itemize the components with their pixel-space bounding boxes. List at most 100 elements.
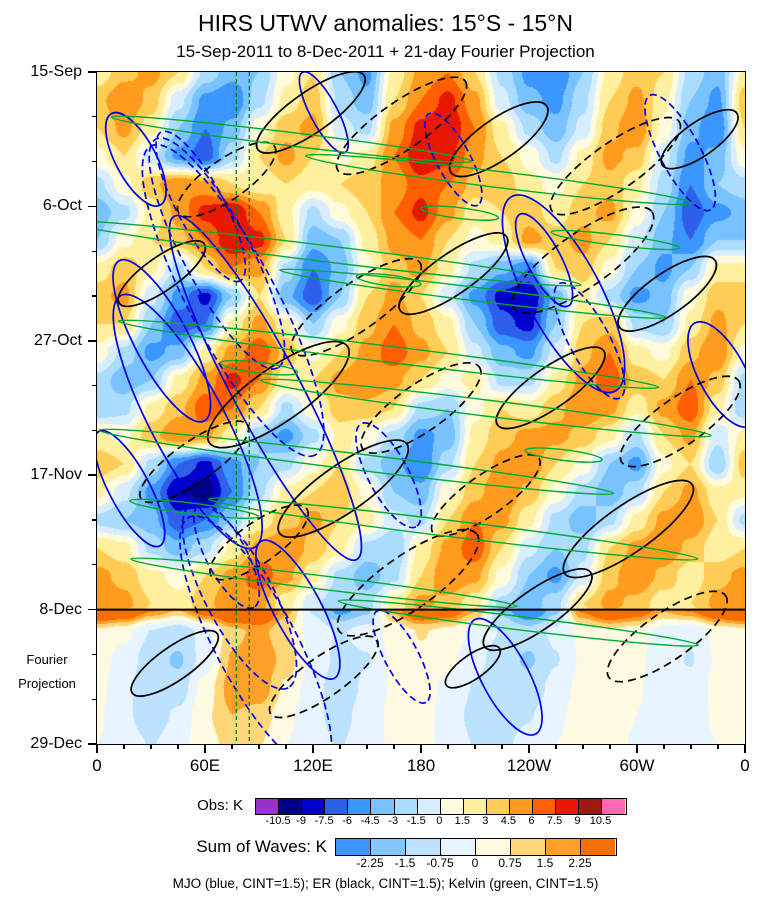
colorbar-tick-label: 1.5 xyxy=(536,856,554,870)
colorbar-cell xyxy=(581,839,615,855)
colorbar-cell xyxy=(417,799,441,814)
mjo-contour xyxy=(179,515,333,744)
colorbar-cell xyxy=(463,799,487,814)
x-axis-tick xyxy=(312,744,314,753)
colorbar-tick-label: 7.5 xyxy=(546,815,563,827)
colorbar-tick-label: 0 xyxy=(436,815,443,827)
y-axis-minor-tick xyxy=(92,250,97,252)
colorbar-cell xyxy=(394,799,418,814)
mjo-contour xyxy=(255,539,341,680)
er-contour xyxy=(398,232,509,316)
x-axis-minor-tick xyxy=(609,744,611,749)
er-contour xyxy=(562,479,695,579)
mjo-contour xyxy=(168,214,363,562)
kelvin-contour xyxy=(130,557,518,609)
x-axis-minor-tick xyxy=(231,744,233,749)
colorbar-tick-label: 10.5 xyxy=(589,815,612,827)
x-axis-tick xyxy=(744,744,746,753)
colorbar-cell xyxy=(486,799,511,814)
y-axis-minor-tick xyxy=(92,116,97,118)
er-contour xyxy=(290,257,423,357)
mjo-contour xyxy=(104,111,167,207)
x-axis-minor-tick xyxy=(501,744,503,749)
x-axis-minor-tick xyxy=(393,744,395,749)
colorbar-tick-label: -4.5 xyxy=(360,815,380,827)
mjo-contour xyxy=(112,293,264,550)
y-axis-tick-label: 6-Oct xyxy=(42,197,82,215)
x-axis-minor-tick xyxy=(690,744,692,749)
colorbar-cell xyxy=(371,799,395,814)
colorbar-tick-label: 1.5 xyxy=(454,815,470,827)
colorbar-cell xyxy=(406,839,441,855)
x-axis-minor-tick xyxy=(663,744,665,749)
kelvin-contour xyxy=(420,205,500,221)
y-axis-tick xyxy=(88,608,97,611)
fourier-projection-label: Fourier xyxy=(26,652,68,667)
colorbar-cell xyxy=(279,799,303,814)
colorbar-tick-label: -2.25 xyxy=(356,856,384,870)
er-contour xyxy=(617,255,718,332)
x-axis-tick-label: 120W xyxy=(506,756,552,775)
x-axis-tick-label: 0 xyxy=(92,756,102,775)
colorbar-cell xyxy=(371,839,406,855)
fourier-projection-label: Projection xyxy=(18,676,76,691)
kelvin-contour xyxy=(355,272,422,288)
x-axis-minor-tick xyxy=(150,744,152,749)
colorbar-tick-label: -1.5 xyxy=(406,815,426,827)
x-axis-minor-tick xyxy=(582,744,584,749)
mjo-contour xyxy=(298,72,350,154)
mjo-contour xyxy=(181,502,298,690)
colorbar-tick-label: -3 xyxy=(388,815,399,827)
x-axis-tick-label: 60W xyxy=(619,756,655,775)
colorbar-tick-label: 2.25 xyxy=(568,856,592,870)
x-axis-tick xyxy=(204,744,206,753)
mjo-contour xyxy=(372,609,431,704)
kelvin-contour xyxy=(259,378,712,438)
mjo-contour xyxy=(501,194,626,394)
kelvin-contour xyxy=(337,599,699,647)
x-axis-minor-tick xyxy=(258,744,260,749)
x-axis-minor-tick xyxy=(366,744,368,749)
er-contour xyxy=(208,504,310,581)
mjo-contour xyxy=(424,112,483,207)
colorbar-tick-label: -9 xyxy=(296,815,306,827)
er-contour xyxy=(277,439,410,539)
er-contour xyxy=(206,340,350,449)
y-axis-tick xyxy=(88,743,97,745)
colorbar-tick-label: 0 xyxy=(471,856,479,870)
colorbar-tick-label: 9 xyxy=(574,815,581,827)
x-axis-tick xyxy=(528,744,530,753)
er-contour xyxy=(448,101,549,178)
colorbar-tick-label: 0.75 xyxy=(498,856,522,870)
x-axis-minor-tick xyxy=(717,744,719,749)
colorbar-cell xyxy=(510,799,534,814)
x-axis-minor-tick xyxy=(447,744,449,749)
mjo-contour xyxy=(193,502,261,610)
er-contour xyxy=(619,375,741,468)
x-axis-minor-tick xyxy=(474,744,476,749)
x-axis-tick xyxy=(636,744,638,753)
colorbar-cell xyxy=(602,799,625,814)
y-axis-minor-tick xyxy=(92,698,97,700)
er-contour xyxy=(549,116,682,216)
er-contour xyxy=(444,644,502,689)
mjo-contour xyxy=(97,429,166,548)
er-contour xyxy=(255,72,367,154)
er-contour xyxy=(495,346,606,430)
colorbar-cell xyxy=(348,799,372,814)
waves-colorbar xyxy=(335,838,617,856)
colorbar-cell xyxy=(476,839,511,855)
y-axis-tick xyxy=(88,71,97,73)
x-axis-minor-tick xyxy=(123,744,125,749)
chart-subtitle: 15-Sep-2011 to 8-Dec-2011 + 21-day Fouri… xyxy=(176,42,595,61)
mjo-contour xyxy=(467,617,543,736)
y-axis-tick-label: 8-Dec xyxy=(39,600,82,618)
er-contour xyxy=(268,635,379,719)
kelvin-contour xyxy=(550,229,681,251)
colorbar-cell xyxy=(533,799,557,814)
kelvin-contour xyxy=(110,115,473,163)
x-axis-tick-label: 180 xyxy=(406,756,436,775)
kelvin-contour xyxy=(305,153,693,206)
er-contour xyxy=(335,76,468,176)
